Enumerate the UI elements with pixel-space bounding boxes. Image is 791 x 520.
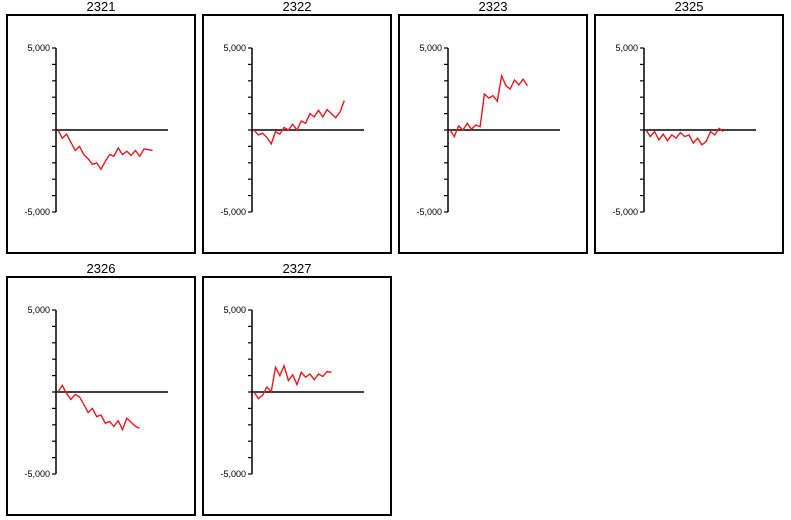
- series-line: [57, 129, 153, 171]
- chart-title: 2326: [86, 261, 116, 276]
- chart-plot: 5,000 -5,000: [24, 305, 168, 479]
- chart-frame: 5,000 -5,000: [6, 14, 196, 254]
- y-tick-label: -5,000: [24, 469, 50, 479]
- y-tick-label: 5,000: [223, 43, 246, 53]
- y-tick-label: -5,000: [220, 207, 246, 217]
- y-tick-label: -5,000: [416, 207, 442, 217]
- y-tick-label: -5,000: [24, 207, 50, 217]
- chart-plot: 5,000 -5,000: [612, 43, 756, 217]
- chart-panel-2322: 2322 5,000 -5,000: [202, 0, 392, 254]
- chart-panel-2326: 2326 5,000 -5,000: [6, 262, 196, 516]
- chart-plot: 5,000 -5,000: [416, 43, 560, 217]
- series-line: [645, 127, 724, 146]
- y-tick-label: 5,000: [223, 305, 246, 315]
- y-tick-label: 5,000: [419, 43, 442, 53]
- series-line: [253, 100, 345, 146]
- chart-title: 2322: [282, 0, 312, 14]
- chart-panel-2325: 2325 5,000 -5,000: [594, 0, 784, 254]
- chart-panel-2321: 2321 5,000 -5,000: [6, 0, 196, 254]
- chart-title: 2325: [674, 0, 704, 14]
- chart-title: 2321: [86, 0, 116, 14]
- chart-frame: 5,000 -5,000: [202, 276, 392, 516]
- y-tick-label: -5,000: [612, 207, 638, 217]
- series-line: [253, 363, 332, 400]
- chart-plot: 5,000 -5,000: [24, 43, 168, 217]
- chart-frame: 5,000 -5,000: [6, 276, 196, 516]
- chart-frame: 5,000 -5,000: [594, 14, 784, 254]
- y-tick-label: 5,000: [27, 305, 50, 315]
- chart-panel-2327: 2327 5,000 -5,000: [202, 262, 392, 516]
- chart-title: 2323: [478, 0, 508, 14]
- y-tick-label: -5,000: [220, 469, 246, 479]
- chart-plot: 5,000 -5,000: [220, 43, 364, 217]
- y-tick-label: 5,000: [615, 43, 638, 53]
- chart-frame: 5,000 -5,000: [202, 14, 392, 254]
- chart-frame: 5,000 -5,000: [398, 14, 588, 254]
- chart-plot: 5,000 -5,000: [220, 305, 364, 479]
- chart-panel-2323: 2323 5,000 -5,000: [398, 0, 588, 254]
- y-tick-label: 5,000: [27, 43, 50, 53]
- series-line: [57, 384, 140, 432]
- chart-title: 2327: [282, 261, 312, 276]
- series-line: [449, 73, 528, 139]
